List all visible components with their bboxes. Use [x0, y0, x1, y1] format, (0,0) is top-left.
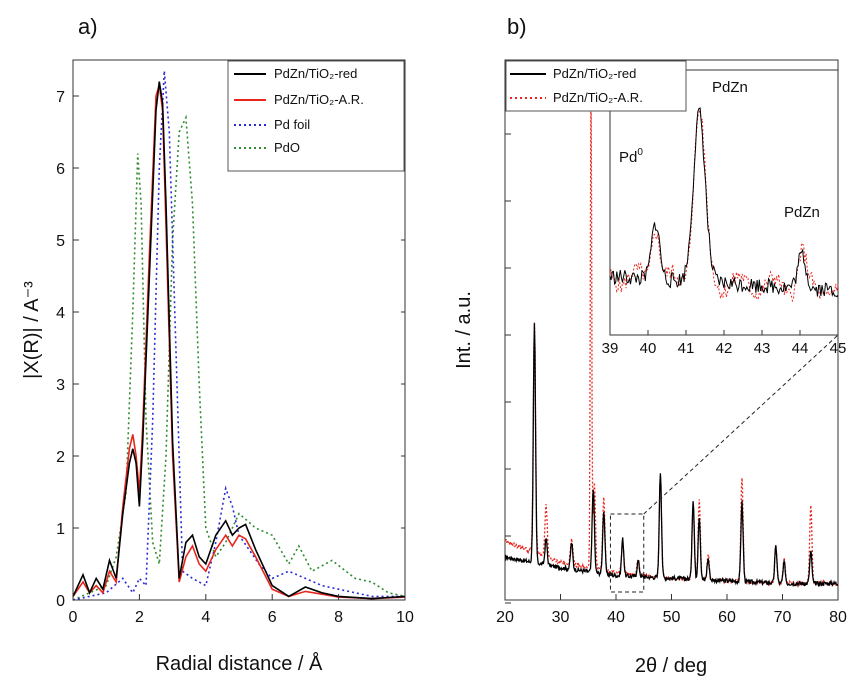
inset-x-tick-label: 42: [716, 340, 733, 357]
panel-label-b: b): [507, 14, 527, 39]
inset-annotation-pd0: Pd0: [619, 147, 643, 166]
inset-frame: [609, 69, 839, 336]
y-tick-label: 4: [56, 305, 65, 322]
x-tick-label: 0: [69, 609, 78, 626]
inset-annotation-pd0-base: Pd: [619, 149, 637, 166]
panel-b-chart: 20 30 40 50 60 70 80 2θ / deg Int. / a.u. 39 40…: [453, 59, 847, 677]
inset-annotation-pdzn-main: PdZn: [712, 79, 748, 96]
y-tick-label: 3: [56, 377, 65, 394]
legend-a-label-4: PdO: [274, 140, 300, 155]
y-tick-label: 5: [56, 233, 65, 250]
x-tick-label: 70: [774, 609, 792, 626]
panel-a-legend: PdZn/TiO₂-red PdZn/TiO₂-A.R. Pd foil PdO: [227, 60, 405, 172]
zoom-box: [609, 513, 645, 593]
panel-b-series-group: [504, 81, 839, 588]
legend-a-label-1: PdZn/TiO₂-red: [274, 66, 357, 81]
x-tick-label: 20: [496, 609, 514, 626]
inset-annotation-pd0-sup: 0: [637, 147, 643, 158]
panel-a-ticks: 0 2 4 6 8 10 0 1 2 3 4 5 6 7: [56, 89, 414, 626]
inset-x-tick-label: 45: [830, 340, 847, 357]
panel-a-chart: 0 2 4 6 8 10 0 1 2 3 4 5 6 7 Radial distance / Å |X(R…: [21, 59, 414, 675]
inset-ticks: 39 40 41 42 43 44 45: [602, 330, 847, 357]
legend-b-label-1: PdZn/TiO₂-red: [553, 66, 636, 81]
y-tick-label: 1: [56, 521, 65, 538]
zoom-connector-line: [643, 334, 839, 515]
inset-x-tick-label: 40: [640, 340, 657, 357]
y-tick-label: 7: [56, 89, 65, 106]
x-tick-label: 4: [201, 609, 210, 626]
inset-series-group: [609, 107, 839, 303]
inset-chart: 39 40 41 42 43 44 45 PdZn Pd0 PdZn: [602, 69, 847, 357]
inset-x-tick-label: 44: [792, 340, 809, 357]
legend-a-label-2: PdZn/TiO₂-A.R.: [274, 92, 364, 107]
legend-a-label-3: Pd foil: [274, 117, 310, 132]
y-tick-label: 0: [56, 593, 65, 610]
inset-x-tick-label: 43: [754, 340, 771, 357]
x-tick-label: 60: [718, 609, 736, 626]
panel-b-xlabel: 2θ / deg: [635, 655, 707, 677]
x-tick-label: 80: [829, 609, 847, 626]
panel-a-xlabel: Radial distance / Å: [156, 652, 323, 675]
inset-series-line-0: [609, 107, 839, 303]
inset-x-tick-label: 41: [678, 340, 695, 357]
xrd-series-line-0: [504, 323, 839, 588]
series-line-0: [72, 81, 406, 600]
panel-label-a: a): [78, 14, 98, 39]
panel-b-ticks: 20 30 40 50 60 70 80: [496, 66, 847, 626]
panel-a-frame: [72, 59, 406, 601]
panel-a-legend-box: [227, 60, 405, 172]
x-tick-label: 2: [135, 609, 144, 626]
inset-series-line-1: [609, 107, 839, 298]
x-tick-label: 50: [663, 609, 681, 626]
x-tick-label: 8: [334, 609, 343, 626]
series-line-2: [72, 70, 405, 601]
x-tick-label: 6: [268, 609, 277, 626]
panel-b-legend: PdZn/TiO₂-red PdZn/TiO₂-A.R.: [505, 60, 687, 112]
inset-x-tick-label: 39: [602, 340, 619, 357]
inset-annotation-pdzn-right: PdZn: [784, 204, 820, 221]
x-tick-label: 40: [607, 609, 625, 626]
panel-a-series-group: [72, 70, 406, 601]
panel-b-legend-box: [505, 60, 687, 112]
panel-a-ylabel: |X(R)| / A⁻³: [21, 281, 43, 379]
panel-b-ylabel: Int. / a.u.: [453, 291, 475, 369]
y-tick-label: 2: [56, 449, 65, 466]
y-tick-label: 6: [56, 161, 65, 178]
x-tick-label: 30: [552, 609, 570, 626]
legend-b-label-2: PdZn/TiO₂-A.R.: [553, 90, 643, 105]
x-tick-label: 10: [396, 609, 414, 626]
